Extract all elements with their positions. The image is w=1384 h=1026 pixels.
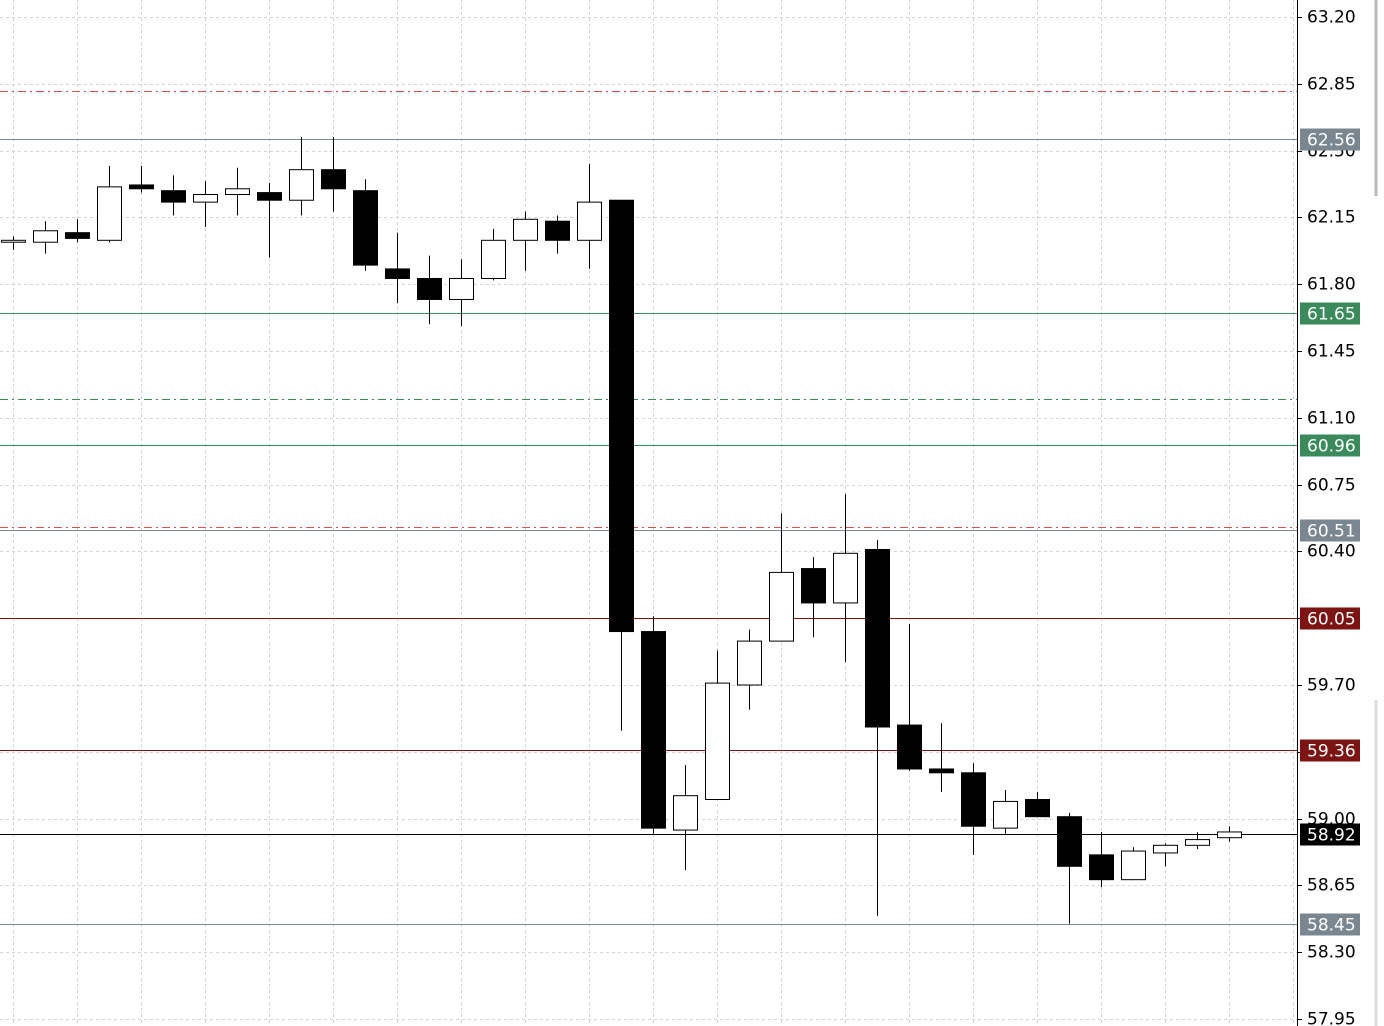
price-label-box	[1300, 739, 1360, 762]
candle-body	[833, 552, 858, 604]
candle-body	[289, 169, 314, 201]
candle-body	[929, 768, 954, 774]
candle-body	[193, 193, 218, 203]
candle-body	[609, 199, 634, 633]
y-tick-label: 61.80	[1307, 275, 1356, 295]
price-label: 60.05	[1307, 610, 1356, 630]
candle-body	[737, 640, 762, 686]
y-tick-label: 60.40	[1307, 542, 1356, 562]
candle-body	[801, 568, 826, 604]
price-label: 62.56	[1307, 131, 1356, 151]
candle-body	[417, 277, 442, 300]
candle-body	[225, 188, 250, 195]
candle-body	[353, 190, 378, 266]
candle-body	[993, 800, 1018, 829]
price-label-box	[1300, 519, 1360, 542]
price-label-box	[1300, 823, 1360, 846]
price-label-box	[1300, 302, 1360, 325]
candle-body	[705, 682, 730, 801]
candle-body	[1185, 839, 1210, 846]
candle-body	[897, 724, 922, 770]
candle-body	[97, 186, 122, 241]
candle-body	[865, 548, 890, 728]
y-tick-label: 63.20	[1307, 8, 1356, 28]
price-label-box	[1300, 434, 1360, 457]
candle-body	[1217, 831, 1242, 839]
candle-body	[129, 184, 154, 190]
price-label-box	[1300, 913, 1360, 936]
candle-body	[641, 631, 666, 829]
candle-body	[673, 795, 698, 831]
candle-body	[1089, 854, 1114, 881]
candle-body	[481, 239, 506, 279]
price-label: 60.96	[1307, 437, 1356, 457]
price-label: 58.92	[1307, 826, 1356, 846]
price-label: 61.65	[1307, 305, 1356, 325]
candle-body	[385, 268, 410, 279]
y-tick-label: 57.95	[1307, 1010, 1356, 1026]
candle-body	[1057, 816, 1082, 867]
y-tick-label: 61.10	[1307, 409, 1356, 429]
candle-body	[257, 192, 282, 201]
candle-body	[449, 277, 474, 300]
candle-body	[513, 218, 538, 241]
price-label: 59.36	[1307, 742, 1356, 762]
candle-body	[577, 201, 602, 241]
y-tick-label: 61.45	[1307, 342, 1356, 362]
price-label-box	[1300, 607, 1360, 630]
candle-body	[961, 772, 986, 827]
price-label: 58.45	[1307, 916, 1356, 936]
candle-body	[161, 190, 186, 203]
price-axis: 63.2062.8562.5062.1561.8061.4561.1060.75…	[1297, 8, 1360, 1026]
y-tick-label: 60.75	[1307, 476, 1356, 496]
candle-body	[1025, 799, 1050, 818]
price-label: 60.51	[1307, 522, 1356, 542]
candle-body	[33, 230, 58, 243]
y-tick-label: 62.85	[1307, 75, 1356, 95]
candle-body	[65, 232, 90, 239]
candle-body	[1, 239, 26, 243]
candle-body	[545, 220, 570, 241]
candle-body	[1121, 850, 1146, 881]
candles	[1, 137, 1242, 924]
price-label-box	[1300, 128, 1360, 151]
y-tick-label: 59.70	[1307, 676, 1356, 696]
candle-body	[321, 169, 346, 190]
y-tick-label: 58.65	[1307, 876, 1356, 896]
y-tick-label: 62.15	[1307, 208, 1356, 228]
candle-body	[1153, 844, 1178, 854]
candle-body	[769, 571, 794, 642]
y-tick-label: 58.30	[1307, 943, 1356, 963]
